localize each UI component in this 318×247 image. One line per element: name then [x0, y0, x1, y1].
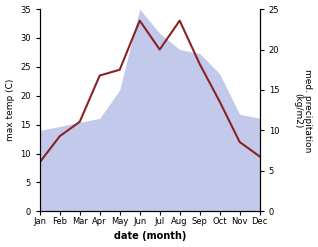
X-axis label: date (month): date (month): [114, 231, 186, 242]
Y-axis label: max temp (C): max temp (C): [5, 79, 15, 141]
Y-axis label: med. precipitation
(kg/m2): med. precipitation (kg/m2): [293, 68, 313, 152]
